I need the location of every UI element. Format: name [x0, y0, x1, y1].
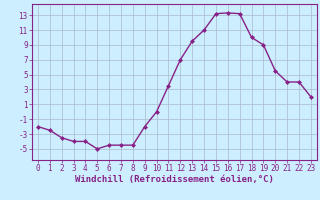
X-axis label: Windchill (Refroidissement éolien,°C): Windchill (Refroidissement éolien,°C)	[75, 175, 274, 184]
